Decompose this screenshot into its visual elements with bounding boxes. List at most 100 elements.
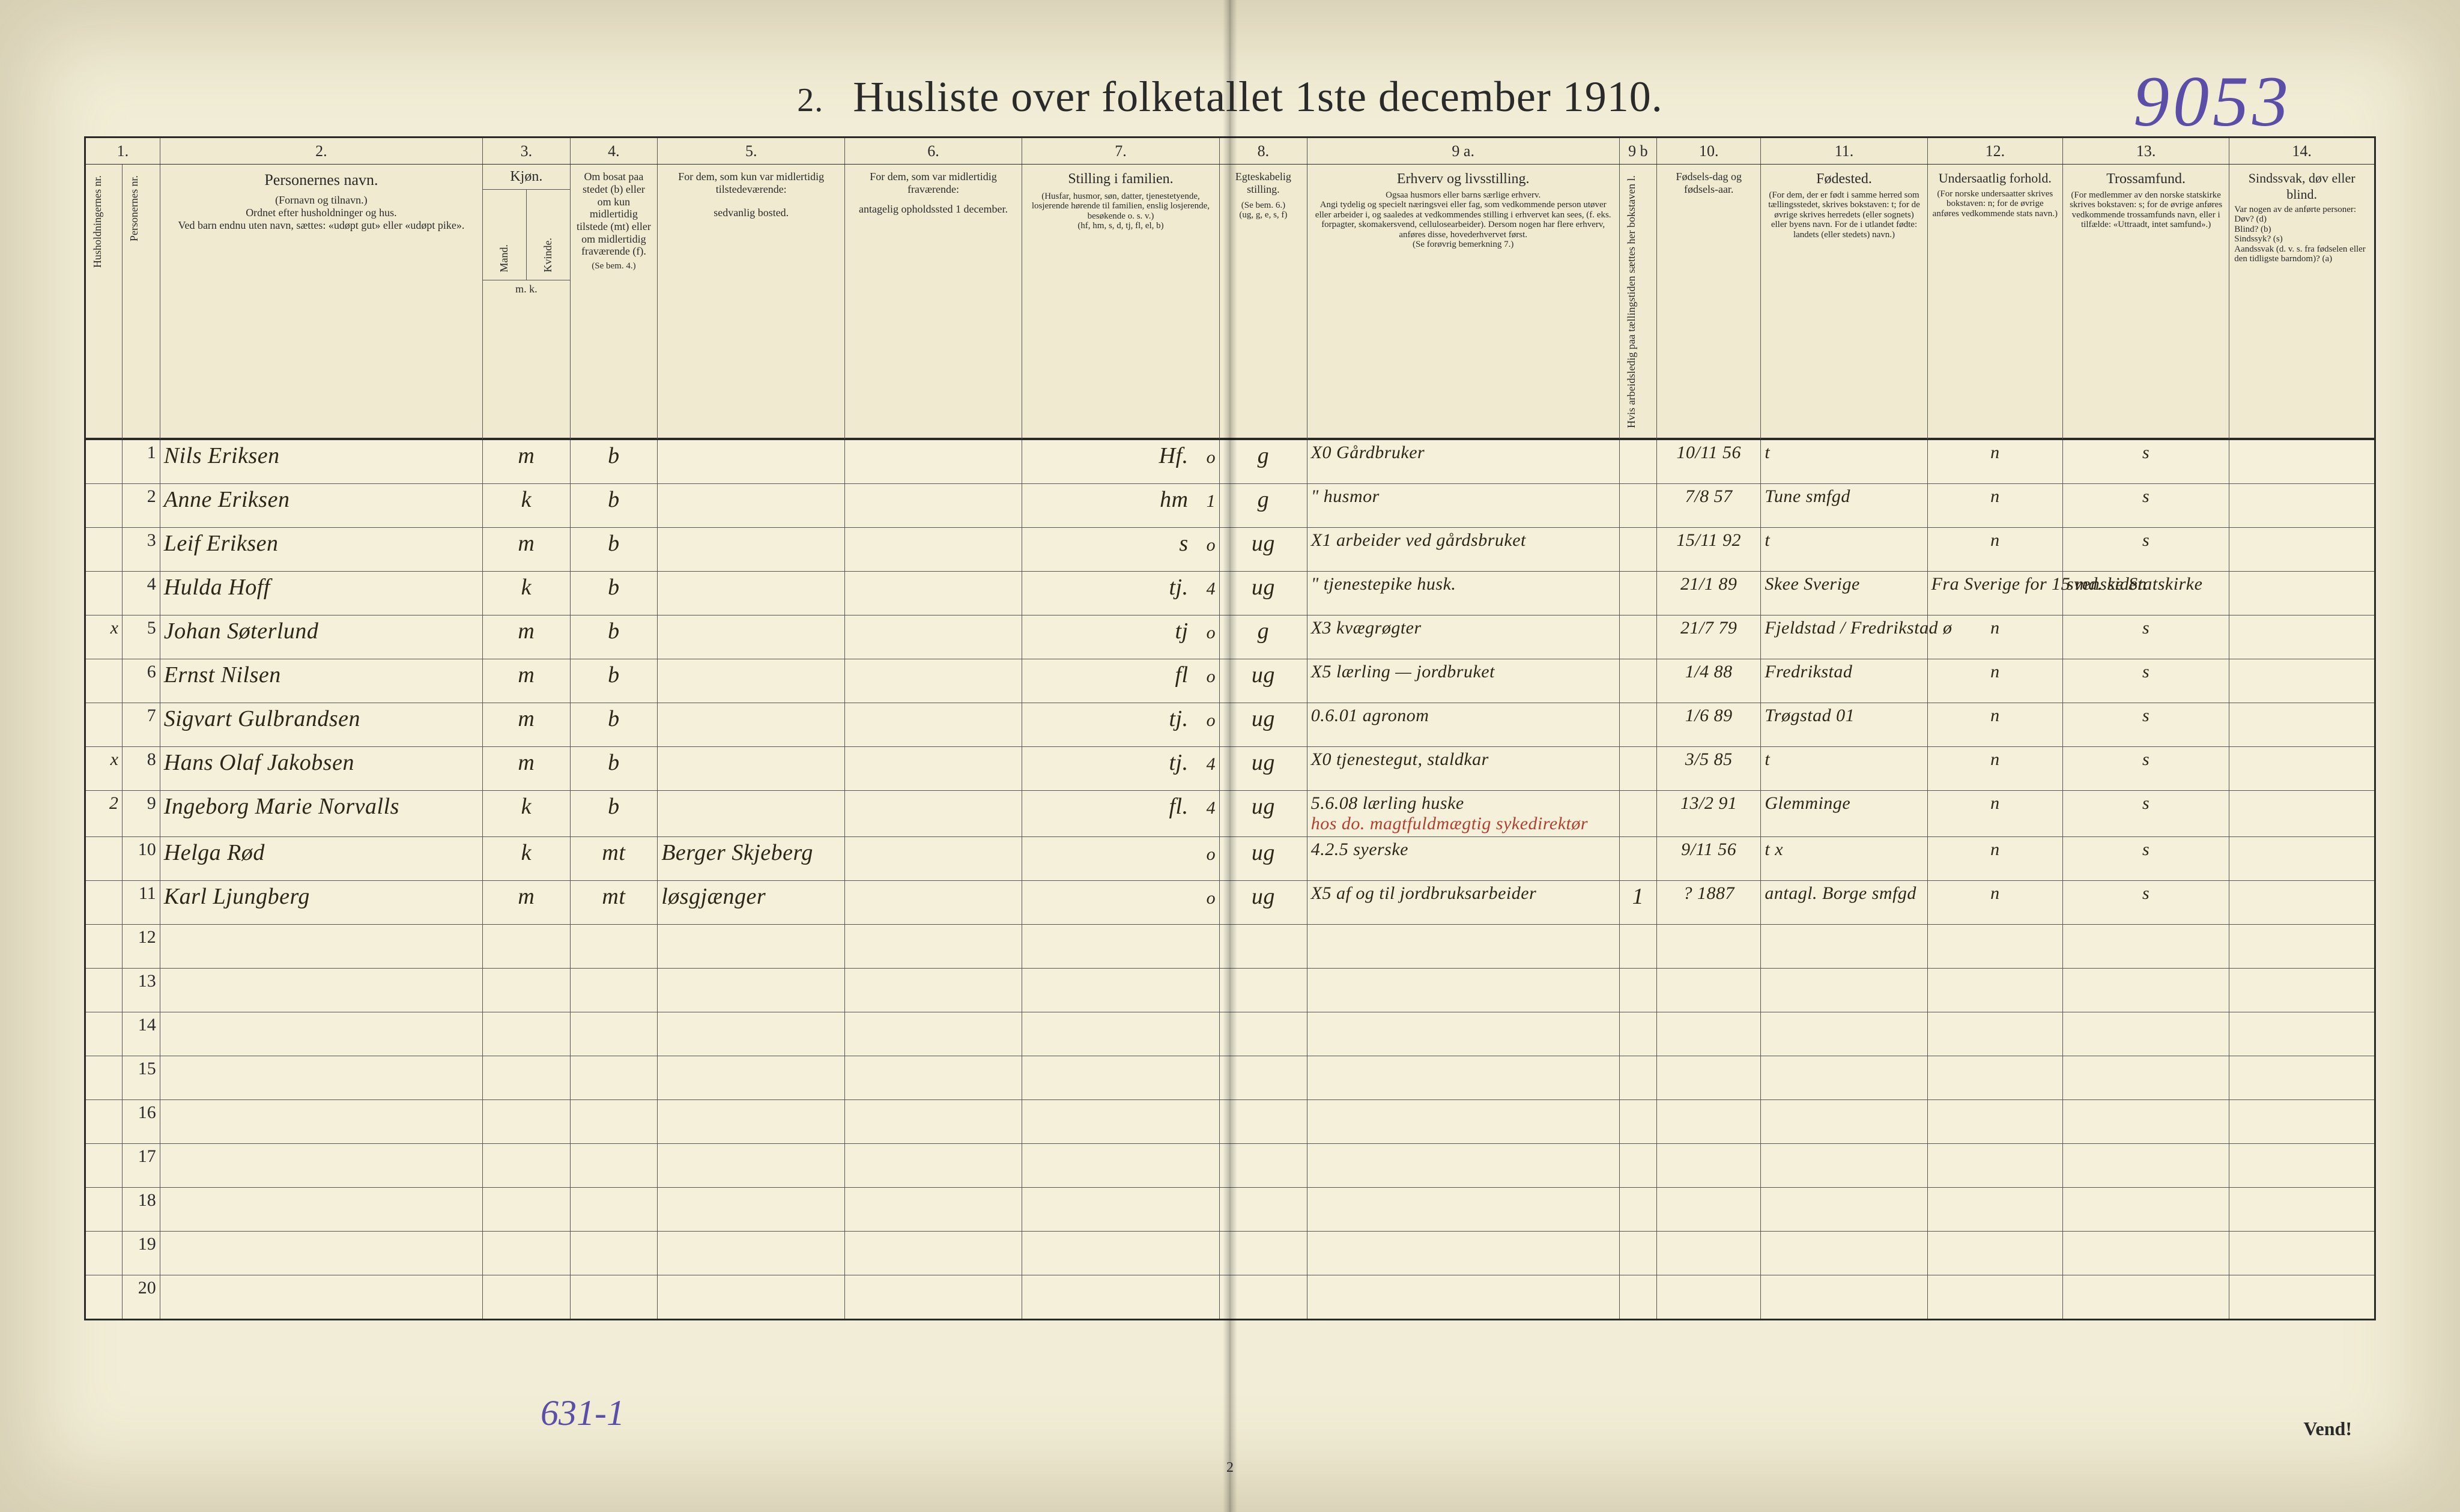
cell-empty bbox=[1927, 925, 2062, 969]
cell-birthdate: 15/11 92 bbox=[1657, 528, 1761, 572]
cell-birthplace: Trøgstad 01 bbox=[1761, 703, 1927, 747]
cell-household-nr bbox=[85, 703, 123, 747]
cell-empty bbox=[1761, 925, 1927, 969]
cell-disability bbox=[2229, 747, 2375, 791]
cell-empty bbox=[483, 1232, 571, 1275]
cell-empty bbox=[1657, 1275, 1761, 1320]
cell-sex: m bbox=[483, 703, 571, 747]
cell-empty bbox=[1657, 925, 1761, 969]
cell-person-nr: 5 bbox=[123, 615, 160, 659]
cell-family-position: s o bbox=[1022, 528, 1219, 572]
cell-sex: m bbox=[483, 881, 571, 925]
cell-household-nr: x bbox=[85, 615, 123, 659]
cell-empty bbox=[570, 1012, 658, 1056]
cell-household-nr bbox=[85, 528, 123, 572]
cell-residence: b bbox=[570, 484, 658, 528]
cell-person-nr: 8 bbox=[123, 747, 160, 791]
cell-marital: g bbox=[1220, 615, 1307, 659]
cell-empty bbox=[1761, 1012, 1927, 1056]
table-row: x8Hans Olaf Jakobsenmbtj. 4ugX0 tjeneste… bbox=[85, 747, 2375, 791]
cell-birthdate: 3/5 85 bbox=[1657, 747, 1761, 791]
cell-residence: b bbox=[570, 747, 658, 791]
cell-usual-residence bbox=[658, 484, 845, 528]
cell-religion: s bbox=[2062, 791, 2229, 837]
cell-empty bbox=[160, 1100, 482, 1144]
cell-birthplace: Fjeldstad / Fredrikstad ø bbox=[1761, 615, 1927, 659]
cell-marital: ug bbox=[1220, 881, 1307, 925]
cell-disability bbox=[2229, 528, 2375, 572]
cell-person-nr: 15 bbox=[123, 1056, 160, 1100]
cell-empty bbox=[2062, 1100, 2229, 1144]
cell-empty bbox=[160, 1275, 482, 1320]
cell-marital: ug bbox=[1220, 837, 1307, 881]
hdr-name: Personernes navn. (Fornavn og tilnavn.) … bbox=[160, 165, 482, 440]
cell-empty bbox=[2062, 1056, 2229, 1100]
cell-whereabouts bbox=[845, 703, 1022, 747]
cell-empty bbox=[2062, 1275, 2229, 1320]
cell-name: Helga Rød bbox=[160, 837, 482, 881]
hdr-sex: Kjøn. Mand. Kvinde. m. k. bbox=[483, 165, 571, 440]
cell-empty bbox=[845, 1056, 1022, 1100]
cell-empty bbox=[1307, 1275, 1619, 1320]
table-row: 2Anne Eriksenkbhm 1g" husmor7/8 57Tune s… bbox=[85, 484, 2375, 528]
hdr-family-position: Stilling i familien. (Husfar, husmor, sø… bbox=[1022, 165, 1219, 440]
cell-empty bbox=[1657, 1012, 1761, 1056]
hdr-birthplace: Fødested. (For dem, der er født i samme … bbox=[1761, 165, 1927, 440]
column-number-row: 1. 2. 3. 4. 5. 6. 7. 8. 9 a. 9 b 10. 11.… bbox=[85, 138, 2375, 165]
cell-empty bbox=[2229, 1144, 2375, 1188]
cell-residence: mt bbox=[570, 837, 658, 881]
cell-disability bbox=[2229, 881, 2375, 925]
cell-empty bbox=[1022, 1144, 1219, 1188]
cell-empty bbox=[1307, 1056, 1619, 1100]
title-prefix: 2. bbox=[797, 82, 823, 119]
cell-occupation: " tjenestepike husk. bbox=[1307, 572, 1619, 615]
cell-disability bbox=[2229, 440, 2375, 484]
cell-empty bbox=[570, 1144, 658, 1188]
table-row: 19 bbox=[85, 1232, 2375, 1275]
cell-occupation: X5 lærling — jordbruket bbox=[1307, 659, 1619, 703]
cell-empty bbox=[1220, 1100, 1307, 1144]
hdr-residence: Om bosat paa stedet (b) eller om kun mid… bbox=[570, 165, 658, 440]
cell-nationality: n bbox=[1927, 791, 2062, 837]
cell-empty bbox=[658, 1100, 845, 1144]
cell-empty bbox=[845, 969, 1022, 1012]
table-row: 10Helga RødkmtBerger Skjeberg oug4.2.5 s… bbox=[85, 837, 2375, 881]
cell-empty bbox=[1761, 1100, 1927, 1144]
cell-birthplace: Skee Sverige bbox=[1761, 572, 1927, 615]
table-row: 4Hulda Hoffkbtj. 4ug" tjenestepike husk.… bbox=[85, 572, 2375, 615]
cell-empty bbox=[570, 1100, 658, 1144]
hdr-temp-present: For dem, som kun var midlertidig tilsted… bbox=[658, 165, 845, 440]
cell-empty bbox=[1657, 1232, 1761, 1275]
cell-empty bbox=[658, 1232, 845, 1275]
colnum-4: 4. bbox=[570, 138, 658, 165]
cell-name: Hans Olaf Jakobsen bbox=[160, 747, 482, 791]
hdr-birthdate: Fødsels-dag og fødsels-aar. bbox=[1657, 165, 1761, 440]
cell-unemployed bbox=[1619, 659, 1656, 703]
cell-birthdate: 9/11 56 bbox=[1657, 837, 1761, 881]
vend-label: Vend! bbox=[2303, 1418, 2352, 1440]
cell-empty bbox=[1927, 1275, 2062, 1320]
cell-occupation: 4.2.5 syerske bbox=[1307, 837, 1619, 881]
colnum-2: 2. bbox=[160, 138, 482, 165]
cell-family-position: tj o bbox=[1022, 615, 1219, 659]
cell-household-nr bbox=[85, 572, 123, 615]
cell-nationality: n bbox=[1927, 881, 2062, 925]
cell-family-position: fl o bbox=[1022, 659, 1219, 703]
cell-empty bbox=[2062, 1144, 2229, 1188]
cell-disability bbox=[2229, 703, 2375, 747]
cell-empty bbox=[1927, 1056, 2062, 1100]
cell-sex: k bbox=[483, 484, 571, 528]
cell-empty bbox=[483, 1100, 571, 1144]
cell-household-nr bbox=[85, 1232, 123, 1275]
cell-empty bbox=[2062, 1232, 2229, 1275]
cell-household-nr bbox=[85, 1100, 123, 1144]
cell-empty bbox=[1761, 1232, 1927, 1275]
cell-person-nr: 6 bbox=[123, 659, 160, 703]
cell-household-nr bbox=[85, 659, 123, 703]
cell-household-nr bbox=[85, 1144, 123, 1188]
cell-usual-residence bbox=[658, 747, 845, 791]
cell-person-nr: 13 bbox=[123, 969, 160, 1012]
cell-occupation: X3 kvægrøgter bbox=[1307, 615, 1619, 659]
cell-religion: s bbox=[2062, 837, 2229, 881]
cell-birthdate: ? 1887 bbox=[1657, 881, 1761, 925]
